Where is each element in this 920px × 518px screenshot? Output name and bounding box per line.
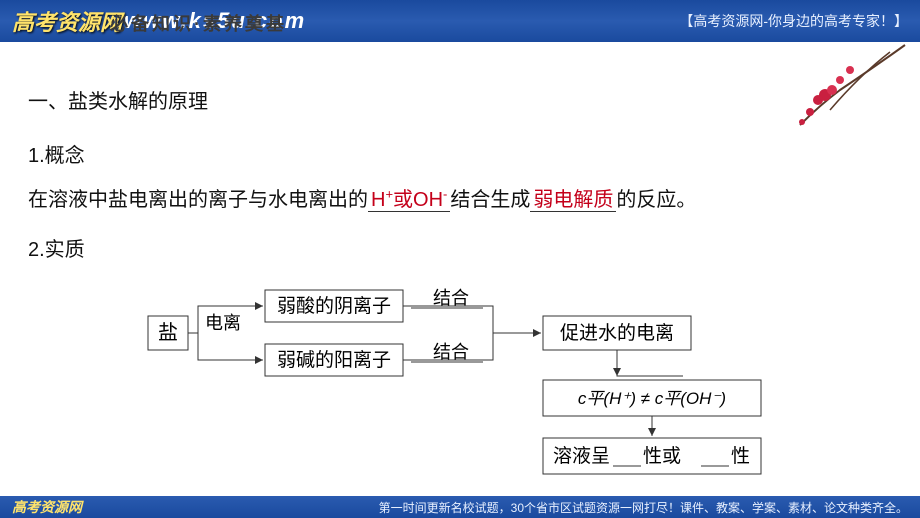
node-solution-xing2: 性 [731,445,750,467]
concept-prefix: 在溶液中盐电离出的离子与水电离出的 [28,189,368,211]
node-solution-xing: 性或 [643,445,681,467]
top-right-text: 【高考资源网-你身边的高考专家！】 [679,11,908,31]
footer-left: 高考资源网 [12,497,82,517]
logo-text: 高考资源网 [12,5,122,37]
node-salt: 盐 [158,321,178,344]
node-solution-prefix: 溶液呈 [553,445,610,467]
blank-electrolyte: 弱电解质 [530,189,616,212]
concept-suffix: 的反应。 [616,189,696,211]
top-banner: 高考资源网 www.ks5u.com 必备知识·素养奠基 【高考资源网-你身边的… [0,0,920,42]
node-inequality: c平(H⁺) ≠ c平(OH⁻) [578,389,726,408]
flow-diagram: 盐 电离 弱酸的阴离子 弱碱的阳离子 结合 结合 促进水的电离 c平(H⁺) ≠… [143,276,863,486]
node-promote: 促进水的电离 [560,322,674,344]
footer-right: 第一时间更新名校试题，30个省市区试题资源一网打尽！课件、教案、学案、素材、论文… [379,499,908,516]
label-combine2: 结合 [433,342,469,362]
header-subtitle: 必备知识·素养奠基 [110,10,287,36]
concept-mid: 结合生成 [450,189,530,211]
label-combine1: 结合 [433,288,469,308]
blank-ions: H+或OH- [368,189,450,212]
concept-line: 在溶液中盐电离出的离子与水电离出的H+或OH-结合生成弱电解质的反应。 [28,178,892,222]
bottom-banner: 高考资源网 第一时间更新名校试题，30个省市区试题资源一网打尽！课件、教案、学案… [0,496,920,518]
content-area: 一、盐类水解的原理 1.概念 在溶液中盐电离出的离子与水电离出的H+或OH-结合… [0,42,920,512]
concept-label: 1.概念 [28,134,892,178]
label-ionize: 电离 [205,313,241,333]
essence-label: 2.实质 [28,228,892,272]
node-weak-acid-anion: 弱酸的阴离子 [277,295,391,317]
section-title: 一、盐类水解的原理 [28,80,892,124]
node-weak-base-cation: 弱碱的阳离子 [277,349,391,371]
